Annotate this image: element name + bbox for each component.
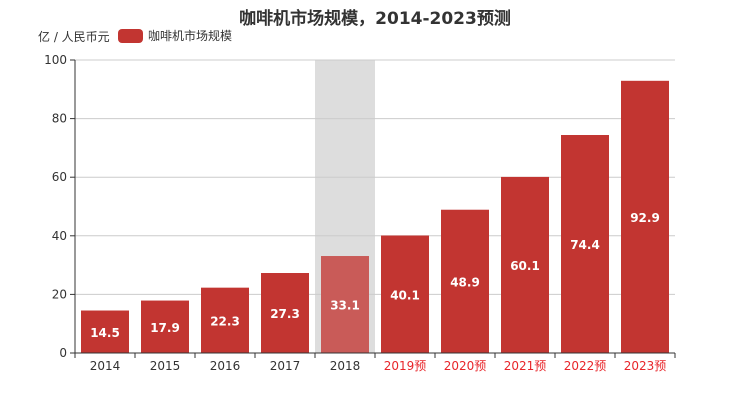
bar: [381, 235, 429, 353]
legend-label: 咖啡机市场规模: [148, 29, 233, 43]
x-tick-label: 2021预: [504, 359, 547, 373]
data-label: 48.9: [450, 275, 480, 289]
y-tick-label: 0: [59, 346, 67, 360]
bar: [201, 287, 249, 353]
data-label: 40.1: [390, 288, 420, 302]
y-tick-label: 60: [52, 170, 67, 184]
x-tick-label: 2016: [210, 359, 241, 373]
x-tick-label: 2018: [330, 359, 361, 373]
bar: [141, 300, 189, 353]
x-tick-label: 2017: [270, 359, 301, 373]
x-tick-label: 2015: [150, 359, 181, 373]
data-label: 22.3: [210, 314, 240, 328]
bar: [441, 209, 489, 353]
bar: [261, 273, 309, 353]
y-tick-label: 80: [52, 112, 67, 126]
bar: [81, 310, 129, 353]
legend-item[interactable]: 咖啡机市场规模: [118, 27, 232, 44]
bar: [561, 135, 609, 353]
x-tick-label: 2019预: [384, 359, 427, 373]
y-tick-label: 20: [52, 287, 67, 301]
data-label: 60.1: [510, 259, 540, 273]
data-label: 92.9: [630, 211, 660, 225]
x-tick-label: 2022预: [564, 359, 607, 373]
y-axis-unit-label: 亿 / 人民币元: [38, 30, 110, 44]
x-tick-label: 2023预: [624, 359, 667, 373]
chart-title: 咖啡机市场规模，2014-2023预测: [239, 9, 511, 29]
data-label: 27.3: [270, 307, 300, 321]
legend-swatch: [118, 28, 143, 43]
data-label: 74.4: [570, 238, 600, 252]
bar: [321, 256, 369, 353]
bar: [501, 176, 549, 353]
y-tick-label: 100: [44, 53, 67, 67]
x-tick-label: 2020预: [444, 359, 487, 373]
x-tick-label: 2014: [90, 359, 121, 373]
bar: [621, 80, 669, 353]
data-label: 17.9: [150, 321, 180, 335]
data-label: 33.1: [330, 299, 360, 313]
data-label: 14.5: [90, 326, 120, 340]
y-tick-label: 40: [52, 229, 67, 243]
